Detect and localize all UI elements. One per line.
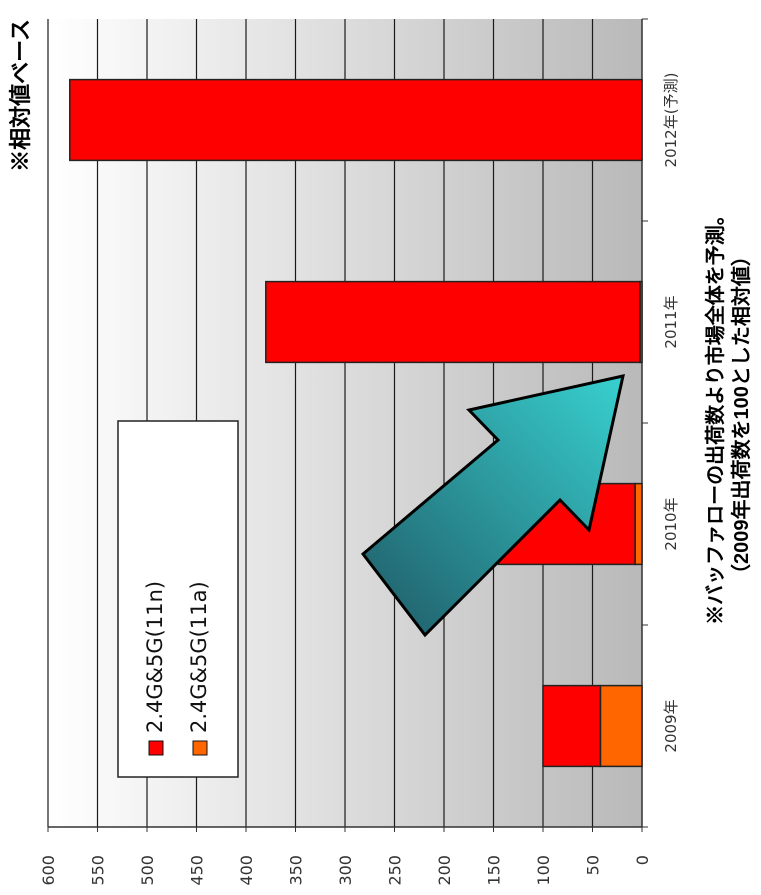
y-tick-label: 450 xyxy=(188,855,207,886)
x-category-label: 2009年 xyxy=(662,699,680,752)
legend-label: 2.4G&5G(11n) xyxy=(143,581,167,733)
y-tick-label: 300 xyxy=(336,855,355,886)
bar-segment xyxy=(634,482,643,566)
x-category-label: 2011年 xyxy=(662,295,680,348)
legend-label: 2.4G&5G(11a) xyxy=(187,581,211,733)
y-tick-label: 400 xyxy=(237,855,256,886)
bar-segment xyxy=(265,280,641,364)
arrow-icon xyxy=(360,374,625,638)
bars xyxy=(69,78,643,768)
y-tick-label: 600 xyxy=(39,855,58,886)
y-tick-label: 50 xyxy=(584,855,603,875)
bar-segment xyxy=(542,684,602,768)
top-note: ※相対値ベース xyxy=(8,19,33,172)
y-tick-label: 550 xyxy=(89,855,108,886)
legend-swatch xyxy=(192,740,208,756)
y-tick-label: 250 xyxy=(386,855,405,886)
bar-segment xyxy=(599,684,643,768)
x-category-label: 2010年 xyxy=(662,497,680,550)
y-tick-label: 100 xyxy=(534,855,553,886)
category-labels: 2009年 2010年 2011年 2012年(予測) xyxy=(662,73,680,753)
y-tick-label: 350 xyxy=(287,855,306,886)
y-tick-label: 500 xyxy=(138,855,157,886)
y-tick-label: 0 xyxy=(633,855,652,865)
bottom-note-line1: ※バッファローの出荷数より市場全体を予測。 xyxy=(703,205,727,625)
bottom-note-line2: （2009年出荷数を100とした相対値） xyxy=(729,246,753,584)
legend-box xyxy=(117,420,239,778)
y-tick-labels: 0 50 100 150 200 250 300 350 400 450 500 550 600 xyxy=(39,855,652,886)
legend-swatch xyxy=(148,740,164,756)
x-category-label: 2012年(予測) xyxy=(662,73,680,168)
y-tick-label: 150 xyxy=(485,855,504,886)
legend: 2.4G&5G(11n) 2.4G&5G(11a) xyxy=(117,420,239,778)
y-tick-label: 200 xyxy=(435,855,454,886)
bar-segment xyxy=(69,78,643,162)
